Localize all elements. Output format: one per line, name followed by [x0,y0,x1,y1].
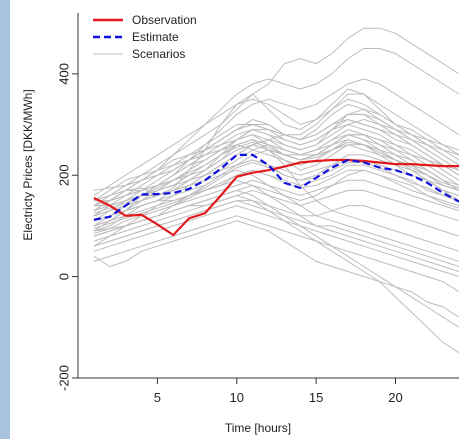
scenario-lines [93,27,459,354]
y-tick-label: 200 [56,164,71,186]
price-scenario-chart: 5 10 15 20 -200 0 200 400 Time [hours] Electri… [21,13,459,435]
y-axis-label: Electricty Prices [DKK/MWh] [21,89,35,240]
y-tick-label: 0 [56,273,71,280]
x-ticks: 5 10 15 20 [154,378,403,405]
legend: Observation Estimate Scenarios [93,13,197,61]
scenario-line [93,113,459,207]
y-tick-label: 400 [56,63,71,85]
x-tick-label: 15 [309,390,323,405]
scenario-line [93,144,459,222]
scenario-line [93,78,459,227]
x-tick-label: 20 [388,390,402,405]
x-tick-label: 5 [154,390,161,405]
scenario-line [93,179,459,272]
y-ticks: -200 0 200 400 [56,63,78,391]
scenario-line [93,118,459,247]
legend-estimate-label: Estimate [132,30,179,44]
y-tick-label: -200 [56,365,71,391]
scenario-line [93,27,459,207]
scenario-line [93,200,459,267]
scenario-line [93,161,459,229]
x-axis-label: Time [hours] [225,421,291,435]
estimate-line [93,153,459,221]
x-tick-label: 10 [230,390,244,405]
chart-panel: 5 10 15 20 -200 0 200 400 Time [hours] Electri… [10,0,459,439]
scenario-line [93,118,459,202]
legend-observation-label: Observation [132,13,197,27]
scenario-line [93,220,459,318]
observation-line [93,158,459,237]
scenario-line [93,93,459,232]
legend-scenarios-label: Scenarios [132,47,185,61]
scenario-line [93,129,459,202]
scenario-line [93,169,459,234]
scenario-line [93,194,459,354]
scenario-line [93,48,459,212]
scenario-line [93,113,459,217]
scenario-line [93,205,459,278]
scenario-line [93,169,459,262]
main-series [93,153,459,237]
scenario-line [93,215,459,293]
